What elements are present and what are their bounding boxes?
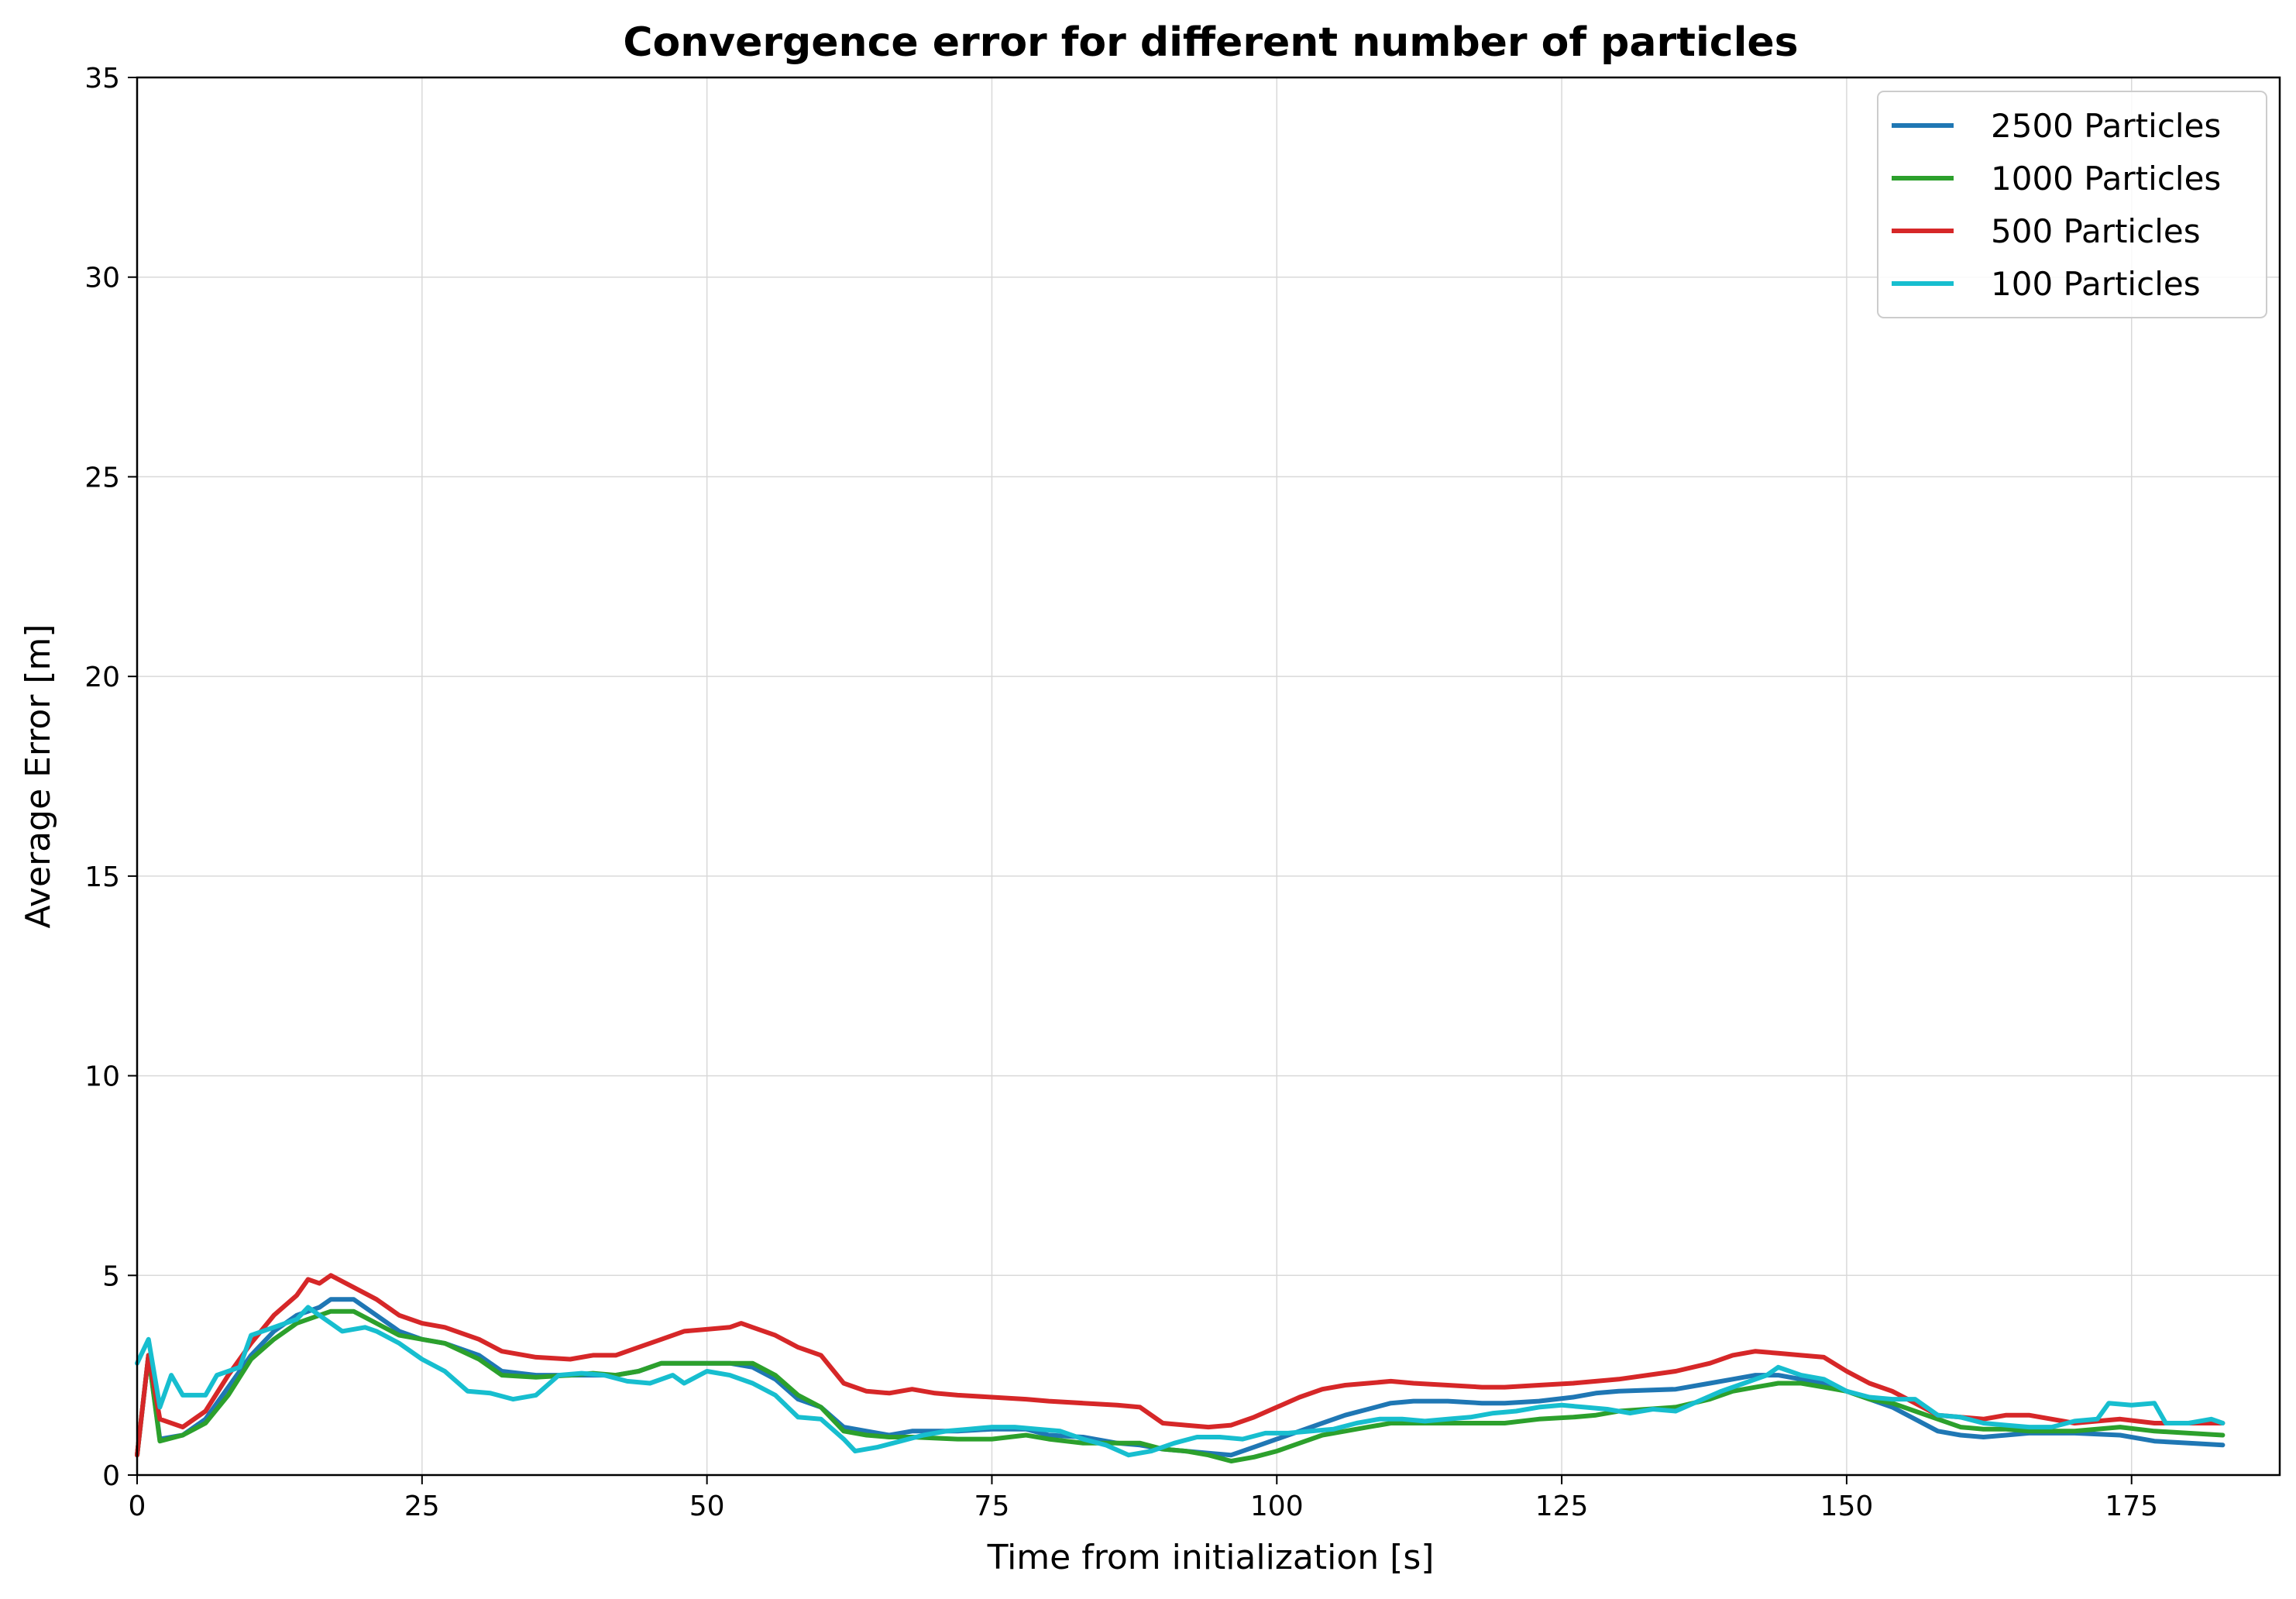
y-tick-label: 0 — [102, 1460, 120, 1492]
x-tick-label: 150 — [1820, 1491, 1874, 1522]
y-tick-label: 10 — [84, 1061, 120, 1093]
x-tick-label: 0 — [129, 1491, 146, 1522]
y-axis-ticks: 0 5 10 15 20 25 30 35 — [84, 63, 137, 1492]
y-tick-label: 25 — [84, 462, 120, 493]
axes-frame — [136, 76, 2281, 1477]
x-axis-ticks: 0 25 50 75 100 125 150 175 — [129, 1475, 2158, 1522]
y-tick-label: 35 — [84, 63, 120, 95]
y-axis-label: Average Error [m] — [19, 624, 58, 928]
legend-box — [1877, 91, 2267, 318]
x-axis-label: Time from initialization [s] — [987, 1538, 1435, 1577]
x-tick-label: 75 — [974, 1491, 1010, 1522]
x-tick-label: 50 — [689, 1491, 725, 1522]
legend: 2500 Particles 1000 Particles 500 Particle… — [1877, 91, 2267, 318]
legend-label: 500 Particles — [1991, 212, 2201, 250]
x-tick-label: 25 — [404, 1491, 440, 1522]
y-tick-label: 20 — [84, 662, 120, 693]
series-lines — [135, 1273, 2226, 1463]
series-line-4 — [135, 1305, 2226, 1458]
y-tick-label: 30 — [84, 263, 120, 294]
x-tick-label: 175 — [2105, 1491, 2158, 1522]
x-tick-label: 100 — [1250, 1491, 1304, 1522]
series-line-2 — [135, 1308, 2226, 1463]
legend-label: 1000 Particles — [1991, 160, 2221, 198]
y-tick-label: 15 — [84, 861, 120, 893]
x-tick-label: 125 — [1535, 1491, 1589, 1522]
chart-title: Convergence error for different number o… — [623, 19, 1798, 66]
y-tick-label: 5 — [102, 1260, 120, 1292]
legend-label: 2500 Particles — [1991, 107, 2221, 145]
series-line-3 — [135, 1273, 2226, 1458]
legend-label: 100 Particles — [1991, 265, 2201, 303]
